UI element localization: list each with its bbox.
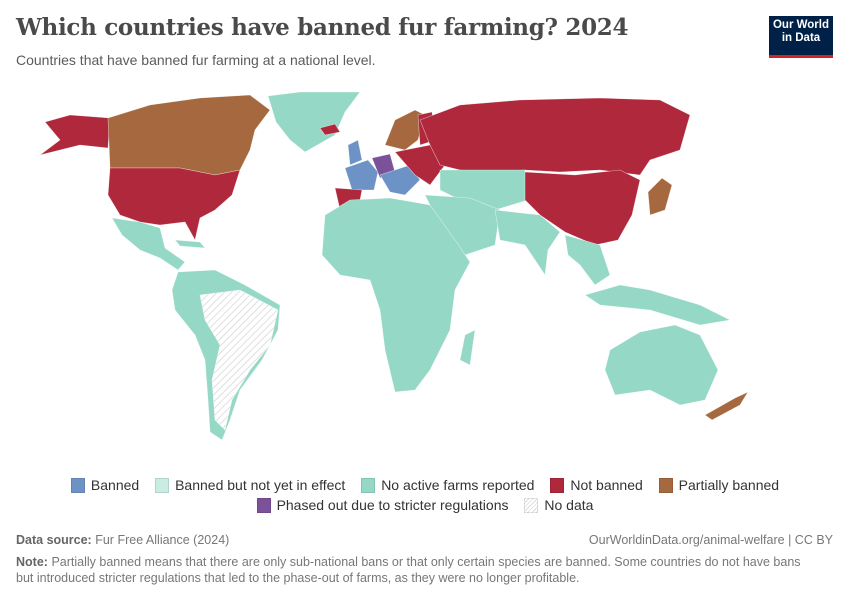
source-link[interactable]: Fur Free Alliance (2024)	[95, 533, 230, 547]
chart-subtitle: Countries that have banned fur farming a…	[16, 52, 376, 68]
swatch-phased-out	[256, 497, 271, 513]
region-southeast-asia[interactable]	[564, 234, 611, 286]
legend-partially-banned[interactable]: Partially banned	[658, 477, 780, 493]
logo-line2: in Data	[781, 32, 821, 44]
region-eastern-europe[interactable]	[394, 144, 446, 186]
swatch-no-active-farms	[361, 477, 376, 493]
region-china[interactable]	[524, 169, 641, 246]
legend-label: Banned	[90, 477, 140, 493]
swatch-not-banned	[550, 477, 565, 493]
region-caribbean[interactable]	[174, 239, 206, 249]
region-madagascar[interactable]	[459, 329, 476, 366]
legend: Banned Banned but not yet in effect No a…	[0, 477, 850, 517]
legend-banned-not-yet[interactable]: Banned but not yet in effect	[155, 477, 345, 493]
legend-label: Banned but not yet in effect	[175, 477, 346, 493]
logo-line1: Our World	[772, 19, 829, 31]
legend-no-active-farms[interactable]: No active farms reported	[361, 477, 534, 493]
swatch-no-data	[524, 497, 539, 513]
region-iceland[interactable]	[319, 123, 341, 136]
legend-no-data[interactable]: No data	[524, 497, 593, 513]
region-indonesia[interactable]	[584, 284, 731, 326]
data-source: Data source: Fur Free Alliance (2024)	[16, 533, 229, 547]
legend-label: No active farms reported	[381, 477, 535, 493]
legend-label: Not banned	[570, 477, 643, 493]
footnote: Note: Partially banned means that there …	[16, 554, 806, 586]
swatch-partially-banned	[658, 477, 673, 493]
swatch-banned-not-yet	[155, 477, 170, 493]
note-text: Partially banned means that there are on…	[16, 555, 801, 585]
region-russia[interactable]	[419, 97, 691, 176]
owid-url[interactable]: OurWorldinData.org/animal-welfare | CC B…	[588, 533, 833, 547]
region-africa[interactable]	[321, 197, 471, 393]
legend-banned[interactable]: Banned	[70, 477, 140, 493]
region-new-zealand[interactable]	[704, 391, 749, 421]
region-central-america[interactable]	[111, 217, 186, 271]
owid-logo[interactable]: Our World in Data	[769, 16, 833, 58]
legend-phased-out[interactable]: Phased out due to stricter regulations	[256, 497, 509, 513]
region-south-asia[interactable]	[494, 209, 561, 276]
source-label: Data source:	[16, 533, 92, 547]
region-france[interactable]	[344, 159, 379, 191]
region-canada[interactable]	[107, 94, 271, 176]
legend-not-banned[interactable]: Not banned	[550, 477, 643, 493]
chart-title: Which countries have banned fur farming?…	[16, 14, 629, 41]
legend-label: No data	[544, 497, 594, 513]
region-australia[interactable]	[604, 324, 719, 406]
region-japan[interactable]	[647, 177, 673, 216]
world-map[interactable]	[0, 85, 850, 455]
legend-label: Phased out due to stricter regulations	[276, 497, 509, 513]
region-south-america-no-data[interactable]	[199, 289, 279, 431]
region-central-europe[interactable]	[379, 164, 421, 196]
region-alaska[interactable]	[39, 114, 111, 156]
swatch-banned	[70, 477, 85, 493]
region-greenland[interactable]	[267, 91, 361, 153]
note-label: Note:	[16, 555, 48, 569]
legend-label: Partially banned	[678, 477, 780, 493]
region-uk[interactable]	[347, 139, 363, 166]
